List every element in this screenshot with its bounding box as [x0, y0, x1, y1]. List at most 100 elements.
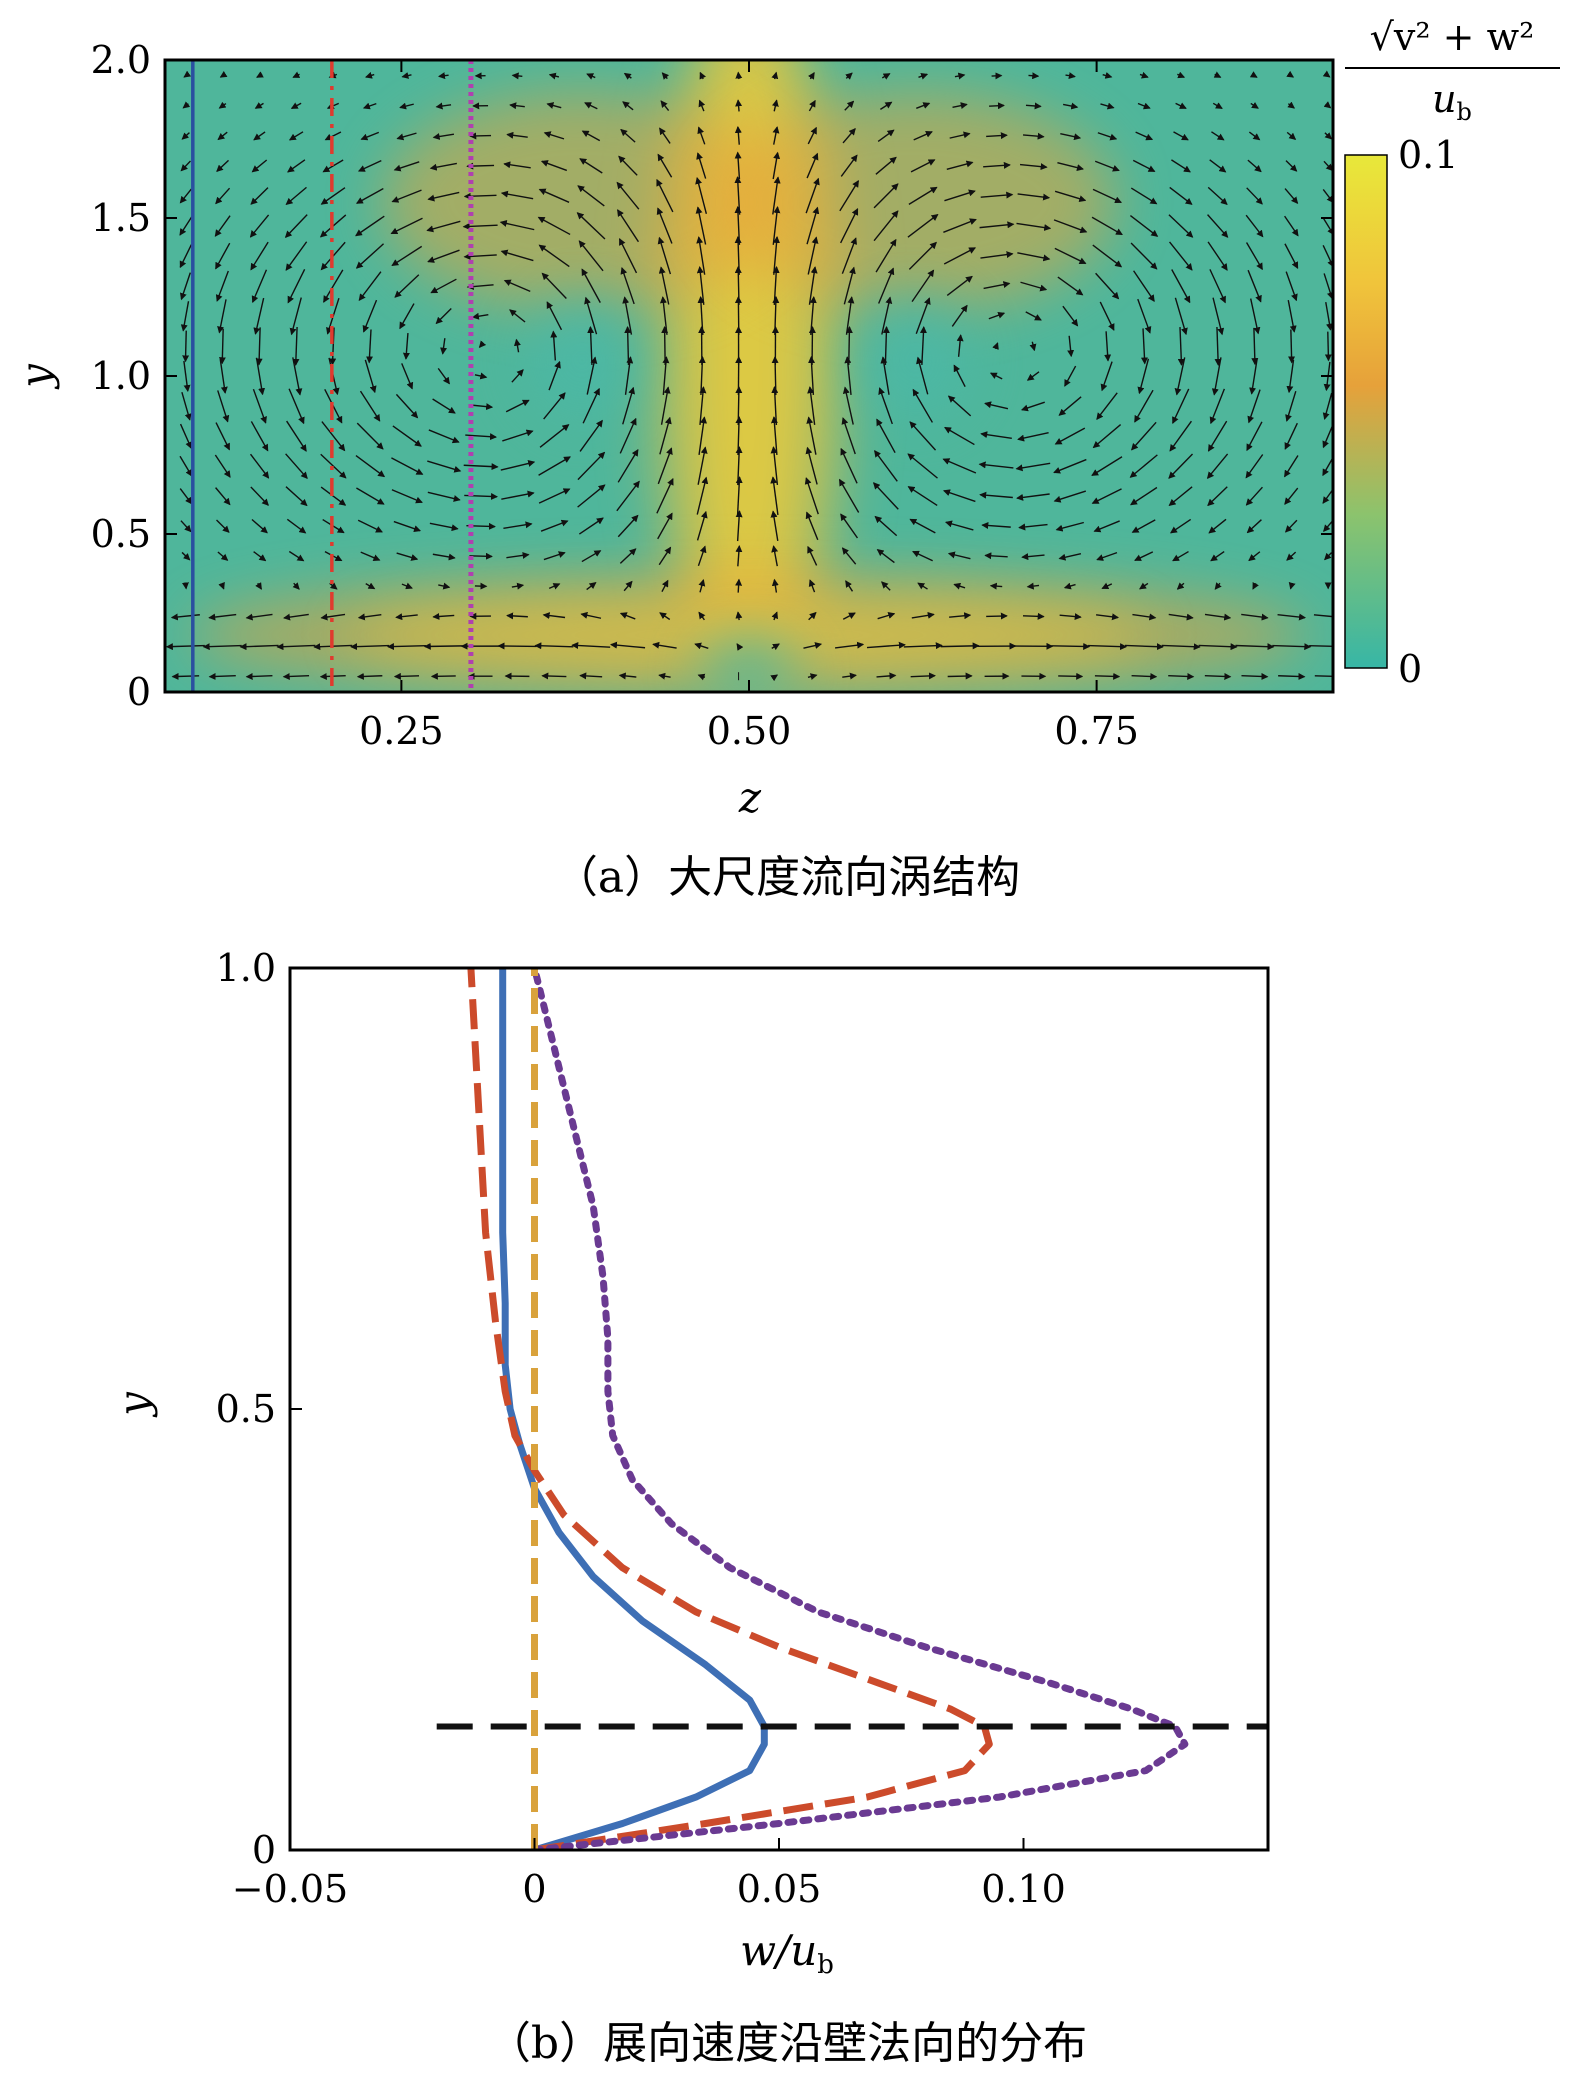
vector-arrow [548, 583, 561, 590]
vector-arrow [215, 242, 231, 270]
vector-arrow [698, 99, 706, 112]
vector-arrow [511, 369, 524, 383]
vector-arrow [1214, 326, 1222, 366]
vector-arrow [1094, 160, 1120, 172]
vector-arrow [578, 240, 604, 272]
vector-arrow [179, 216, 193, 236]
vector-arrow [437, 367, 450, 385]
vector-arrow [947, 395, 972, 417]
vector-arrow [179, 455, 193, 477]
vector-arrow [1104, 331, 1112, 362]
vector-arrow [983, 281, 1011, 290]
vector-arrow [427, 460, 462, 473]
vector-arrow [399, 303, 415, 330]
vector-arrow [1130, 242, 1158, 270]
vector-arrow [839, 180, 859, 212]
vector-arrow [734, 205, 742, 245]
vector-arrow [699, 71, 706, 80]
vector-arrow [288, 131, 304, 141]
vector-arrow [1102, 72, 1113, 79]
vector-arrow [577, 451, 606, 481]
vector-arrow [471, 312, 489, 320]
vector-arrow [986, 132, 1008, 140]
field-region [694, 633, 804, 692]
vector-arrow [771, 545, 779, 567]
vector-arrow [1208, 518, 1227, 534]
x-axis-label-a: z [738, 773, 762, 822]
vector-arrow [1207, 241, 1228, 271]
vector-arrow [1171, 159, 1191, 173]
vector-arrow [1248, 551, 1261, 562]
vector-arrow [907, 486, 938, 507]
vector-arrow [217, 131, 228, 141]
vector-arrow [581, 130, 601, 142]
vector-arrow [916, 102, 931, 109]
vector-arrow [1252, 581, 1259, 590]
vector-arrow [217, 299, 227, 334]
vector-arrow [806, 416, 817, 455]
vector-arrow [1129, 214, 1159, 237]
vector-arrow [660, 100, 670, 112]
vector-arrow [393, 672, 420, 680]
vector-arrow [913, 131, 933, 141]
vector-arrow [1212, 297, 1225, 336]
vector-arrow [584, 102, 598, 110]
vector-arrow [1241, 613, 1269, 621]
vector-arrow [283, 613, 309, 621]
field-region [715, 92, 1116, 313]
vector-arrow [842, 612, 856, 620]
vector-arrow [1247, 159, 1262, 173]
vector-arrow [438, 72, 449, 80]
vector-arrow [245, 672, 273, 680]
vector-arrow [287, 268, 306, 304]
vector-arrow [1016, 493, 1050, 501]
vector-arrow [1172, 550, 1189, 562]
vector-arrow [1064, 365, 1077, 387]
vector-arrow [1285, 390, 1297, 422]
vector-arrow [942, 458, 977, 474]
vector-arrow [910, 672, 936, 680]
vector-arrow [866, 641, 906, 649]
vector-arrow [735, 99, 743, 112]
vector-arrow [698, 578, 706, 593]
vector-arrow [503, 279, 531, 293]
vector-arrow [772, 265, 780, 305]
y-tick-label: 0 [127, 670, 151, 714]
vector-arrow [1286, 551, 1297, 561]
vector-arrow [1017, 252, 1051, 262]
vector-arrow [735, 416, 743, 456]
vector-arrow [577, 185, 605, 207]
vector-arrow [978, 461, 1014, 469]
vector-arrow [438, 582, 451, 590]
vector-arrow [391, 189, 422, 203]
vector-arrow [657, 153, 673, 178]
vector-arrow [435, 307, 452, 325]
vector-arrow [217, 551, 229, 561]
vector-arrow [951, 304, 968, 327]
vector-arrow [239, 643, 279, 651]
vector-arrow [500, 249, 534, 262]
vector-arrow [1213, 71, 1222, 78]
vector-arrow [917, 582, 928, 590]
vector-arrow [1054, 247, 1087, 265]
vector-arrow [1204, 613, 1232, 621]
vector-arrow [285, 186, 307, 206]
vector-arrow [1246, 187, 1263, 205]
vector-arrow [841, 417, 856, 455]
vector-arrow [505, 399, 530, 413]
vector-arrow [1168, 214, 1194, 238]
vector-arrow [771, 386, 779, 426]
vector-arrow [171, 672, 200, 680]
vector-arrow [876, 549, 895, 564]
vector-arrow [546, 102, 562, 109]
vector-arrow [399, 102, 414, 110]
vector-arrow [1015, 462, 1051, 472]
vector-arrow [1284, 487, 1299, 505]
vector-arrow [1131, 672, 1158, 680]
x-tick-label: 0.05 [737, 1867, 822, 1911]
y-tick-label: 0.5 [216, 1387, 276, 1431]
vector-arrow [511, 72, 523, 80]
vector-arrow [216, 519, 230, 533]
vector-arrow [401, 363, 414, 390]
